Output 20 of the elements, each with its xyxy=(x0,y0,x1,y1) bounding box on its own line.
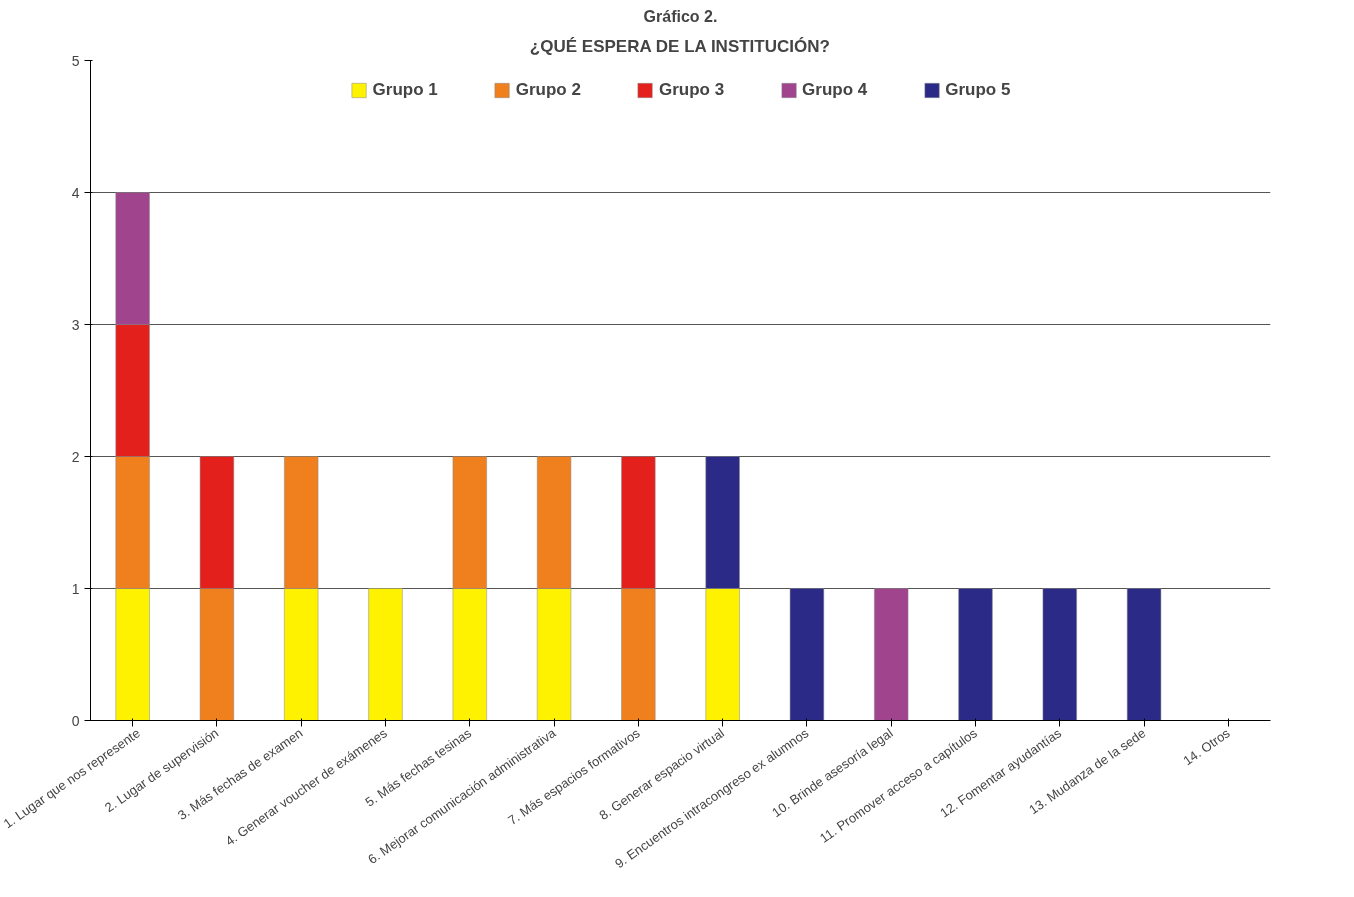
bar xyxy=(1126,588,1162,721)
y-tick-label: 4 xyxy=(71,184,80,201)
legend-label: Grupo 1 xyxy=(372,80,438,100)
legend-label: Grupo 3 xyxy=(658,80,725,100)
bar xyxy=(874,588,909,721)
legend-label: Grupo 5 xyxy=(945,80,1011,100)
y-tick-label: 2 xyxy=(71,448,80,465)
legend-label: Grupo 2 xyxy=(515,80,581,100)
bar xyxy=(368,588,403,721)
chart-title: Gráfico 2. xyxy=(643,7,718,25)
legend-label: Grupo 4 xyxy=(802,80,868,100)
y-tick-label: 0 xyxy=(71,712,80,729)
chart-subtitle: ¿QUÉ ESPERA DE LA INSTITUCIÓN? xyxy=(529,36,830,56)
y-tick-label: 3 xyxy=(71,316,80,333)
y-tick-label: 1 xyxy=(71,580,80,597)
bar xyxy=(789,588,825,721)
x-tick-label: 14. Otros xyxy=(1180,725,1234,769)
y-tick-label: 5 xyxy=(71,52,80,69)
bar xyxy=(958,588,993,721)
bar xyxy=(1042,588,1077,721)
